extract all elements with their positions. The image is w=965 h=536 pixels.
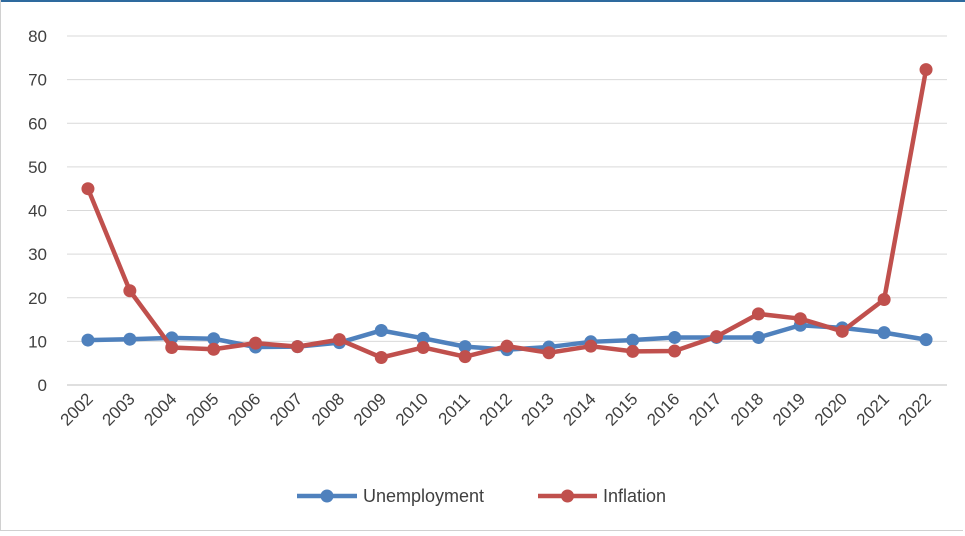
data-point-unemployment — [626, 333, 640, 347]
x-tick-label: 2009 — [350, 389, 390, 429]
data-point-unemployment — [416, 331, 430, 345]
x-tick-label: 2022 — [895, 389, 935, 429]
x-tick-label: 2003 — [99, 389, 139, 429]
data-point-unemployment — [458, 340, 472, 354]
data-point-inflation — [332, 333, 346, 347]
data-point-unemployment — [668, 330, 682, 344]
x-tick-label: 2013 — [518, 389, 558, 429]
y-tick-label: 80 — [28, 27, 47, 46]
y-tick-label: 0 — [38, 376, 47, 395]
y-tick-label: 40 — [28, 202, 47, 221]
data-point-inflation — [165, 340, 179, 354]
data-point-unemployment — [374, 323, 388, 337]
legend-label: Unemployment — [363, 486, 484, 506]
data-point-inflation — [500, 339, 514, 353]
x-tick-label: 2016 — [643, 389, 683, 429]
x-tick-label: 2008 — [308, 389, 348, 429]
data-point-inflation — [81, 182, 95, 196]
legend-marker — [320, 489, 334, 503]
data-point-inflation — [710, 330, 724, 344]
legend-entry-inflation: Inflation — [538, 486, 666, 506]
data-point-inflation — [542, 346, 556, 360]
y-axis-tick-labels: 0 10 20 30 40 50 60 70 80 — [28, 27, 47, 395]
data-point-inflation — [249, 336, 263, 350]
x-tick-label: 2015 — [601, 389, 641, 429]
data-point-inflation — [207, 342, 221, 356]
x-tick-label: 2011 — [435, 389, 474, 428]
x-tick-label: 2019 — [769, 389, 809, 429]
x-tick-label: 2004 — [140, 389, 180, 429]
data-point-inflation — [793, 312, 807, 326]
x-axis-tick-labels: 2002 2003 2004 2005 2006 2007 2008 2009 2010 2011… — [57, 389, 935, 429]
x-tick-label: 2002 — [57, 389, 97, 429]
y-tick-label: 20 — [28, 289, 47, 308]
x-tick-label: 2017 — [685, 389, 725, 429]
y-tick-label: 10 — [28, 332, 47, 351]
data-point-unemployment — [919, 333, 933, 347]
data-point-inflation — [123, 284, 137, 298]
data-point-inflation — [290, 340, 304, 354]
y-tick-label: 60 — [28, 114, 47, 133]
data-point-unemployment — [877, 326, 891, 340]
data-point-unemployment — [207, 332, 221, 346]
x-tick-label: 2007 — [266, 389, 306, 429]
data-point-inflation — [416, 340, 430, 354]
data-point-inflation — [458, 350, 472, 364]
x-tick-label: 2018 — [727, 389, 767, 429]
legend-entry-unemployment: Unemployment — [297, 486, 484, 506]
series-inflation — [81, 63, 933, 365]
data-point-inflation — [835, 324, 849, 338]
data-point-unemployment — [751, 330, 765, 344]
y-tick-label: 70 — [28, 71, 47, 90]
series-layer — [81, 63, 933, 365]
y-tick-label: 30 — [28, 245, 47, 264]
x-tick-label: 2020 — [811, 389, 851, 429]
x-tick-label: 2012 — [476, 389, 516, 429]
top-border — [0, 0, 965, 2]
data-point-inflation — [374, 351, 388, 365]
data-point-inflation — [919, 63, 933, 77]
data-point-unemployment — [81, 333, 95, 347]
legend-marker — [561, 489, 574, 503]
x-tick-label: 2005 — [182, 389, 222, 429]
legend: Unemployment Inflation — [297, 486, 666, 506]
x-tick-label: 2014 — [559, 389, 599, 429]
y-tick-label: 50 — [28, 158, 47, 177]
legend-label: Inflation — [603, 486, 666, 506]
gridlines — [67, 35, 947, 386]
data-point-inflation — [584, 339, 598, 353]
data-point-unemployment — [123, 332, 137, 346]
x-tick-label: 2006 — [224, 389, 264, 429]
data-point-inflation — [751, 307, 765, 321]
x-tick-label: 2010 — [392, 389, 432, 429]
x-tick-label: 2021 — [853, 389, 893, 429]
data-point-inflation — [877, 292, 891, 306]
data-point-inflation — [668, 344, 682, 358]
data-point-inflation — [626, 344, 640, 358]
